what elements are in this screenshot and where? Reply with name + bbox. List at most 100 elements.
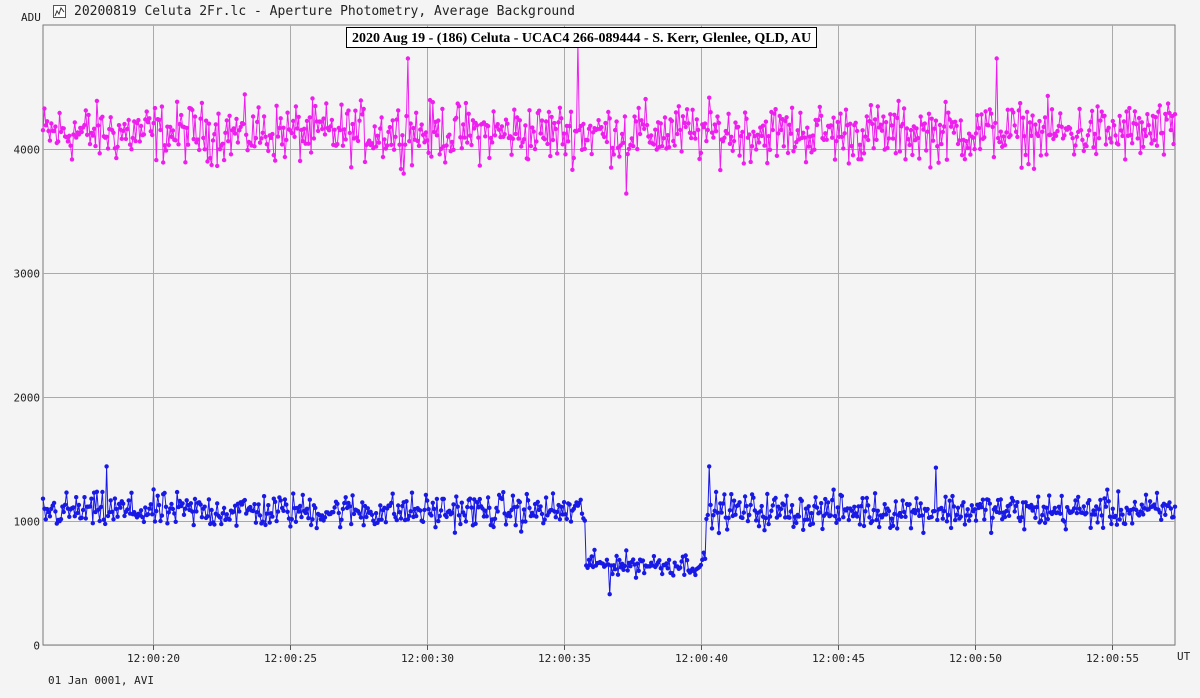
data-point [814, 505, 820, 510]
data-point [942, 508, 947, 514]
data-point [378, 503, 383, 508]
data-point [722, 492, 727, 497]
data-point [379, 517, 384, 522]
data-point [469, 505, 474, 510]
data-point [975, 113, 980, 118]
data-point [253, 135, 259, 141]
data-point [546, 109, 552, 115]
data-point [550, 137, 556, 143]
data-point [105, 513, 111, 519]
data-point [244, 132, 249, 137]
chart-app-icon[interactable] [53, 5, 66, 18]
data-point [206, 121, 212, 126]
data-point [505, 121, 510, 126]
data-point [293, 104, 299, 109]
data-point [477, 496, 482, 502]
data-point [510, 493, 516, 498]
data-point [571, 155, 576, 161]
data-point [387, 125, 393, 130]
data-point [702, 556, 708, 561]
data-point [1143, 492, 1149, 497]
data-point [921, 530, 926, 535]
data-point [173, 138, 178, 143]
data-point [304, 118, 310, 124]
data-point [1127, 105, 1132, 111]
data-point [643, 96, 648, 102]
data-point [1134, 122, 1139, 127]
data-point [461, 122, 466, 127]
data-point [1156, 109, 1161, 115]
data-point [980, 497, 986, 502]
data-point [903, 157, 908, 162]
data-point [277, 125, 282, 131]
data-point [1136, 513, 1142, 518]
data-point [242, 92, 247, 97]
data-point [376, 140, 382, 145]
data-point [866, 137, 871, 143]
data-point [429, 154, 434, 159]
data-point [871, 507, 876, 513]
data-point [418, 508, 423, 513]
data-point [604, 139, 610, 145]
data-point [241, 121, 246, 127]
data-point [555, 151, 560, 156]
data-point [499, 496, 505, 502]
data-point [693, 572, 698, 578]
data-point [514, 115, 520, 120]
data-point [762, 528, 767, 533]
data-point [1138, 509, 1143, 514]
data-point [889, 516, 894, 521]
data-point [1023, 152, 1028, 158]
data-point [704, 138, 709, 144]
data-point [545, 141, 550, 147]
data-point [513, 131, 518, 137]
data-point [883, 512, 889, 517]
data-point [932, 126, 937, 131]
data-point [691, 569, 697, 574]
data-point [145, 120, 151, 125]
data-point [752, 508, 757, 513]
data-point [801, 130, 806, 135]
data-point [281, 508, 286, 513]
data-point [440, 106, 445, 112]
data-point [528, 143, 534, 149]
data-point [205, 514, 210, 519]
data-point [622, 563, 628, 569]
data-point [1012, 509, 1017, 514]
data-point [762, 143, 767, 148]
data-point [1084, 143, 1089, 149]
data-point [1062, 519, 1067, 524]
data-point [188, 501, 194, 506]
data-point [886, 508, 892, 514]
data-point [770, 503, 775, 508]
data-point [75, 510, 80, 516]
data-point [463, 519, 469, 524]
data-point [393, 134, 398, 139]
data-point [347, 130, 352, 136]
data-point [625, 151, 630, 157]
data-point [694, 117, 699, 122]
data-point [394, 117, 399, 122]
data-point [109, 509, 115, 514]
data-point [702, 121, 708, 126]
data-point [878, 122, 883, 127]
data-point [349, 165, 354, 170]
data-point [458, 521, 463, 527]
data-point [255, 510, 260, 515]
data-point [633, 575, 639, 580]
data-point [798, 110, 803, 116]
data-point [234, 523, 239, 528]
data-point [1110, 118, 1116, 124]
data-point [329, 117, 335, 123]
data-point [192, 114, 198, 119]
data-point [675, 131, 680, 137]
data-point [979, 112, 984, 117]
data-point [1120, 512, 1125, 517]
data-point [850, 514, 856, 519]
data-point [170, 128, 176, 133]
data-point [986, 497, 991, 503]
data-point [1040, 129, 1045, 134]
data-point [805, 517, 810, 522]
data-point [1142, 127, 1147, 132]
